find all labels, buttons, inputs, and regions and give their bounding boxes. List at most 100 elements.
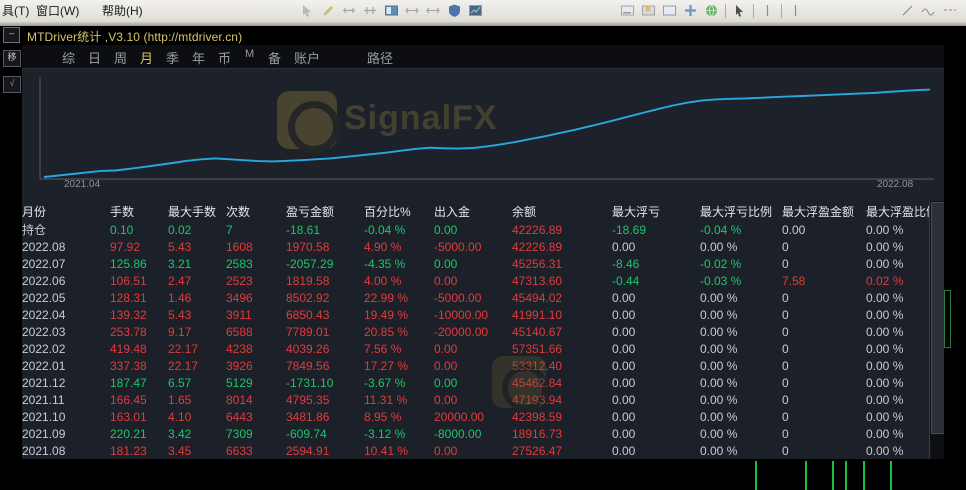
cell-maxfp: 0	[782, 359, 789, 373]
taskbar-tick	[832, 461, 834, 490]
cell-maxlot: 2.47	[168, 274, 192, 288]
pencil-icon[interactable]	[321, 3, 336, 18]
table-row[interactable]: 2022.01 337.38 22.17 3926 7849.56 17.27 % 0.00…	[22, 358, 944, 375]
menu-window[interactable]: 窗口(W)	[36, 4, 80, 18]
cell-pct: 11.31 %	[364, 393, 408, 407]
col-header-month[interactable]: 月份	[22, 201, 110, 222]
cursor-arrow-icon[interactable]	[300, 3, 315, 18]
bookmark-icon[interactable]	[641, 3, 656, 18]
cell-month: 2022.03	[22, 325, 66, 339]
equity-chart[interactable]: SignalFX 2021.04 2022.08	[22, 68, 944, 202]
col-header-maxddp[interactable]: 最大浮亏比例	[700, 201, 782, 222]
minimize-icon[interactable]	[620, 3, 635, 18]
table-row[interactable]: 持仓 0.10 0.02 7 -18.61 -0.04 % 0.00 42226.89 -18.…	[22, 222, 944, 239]
col-header-maxfp[interactable]: 最大浮盈金额	[782, 201, 866, 222]
cell-pct: 17.27 %	[364, 359, 409, 373]
bottom-taskbar	[0, 459, 966, 490]
col-header-balance[interactable]: 余额	[512, 201, 612, 222]
cell-maxddp: 0.00 %	[700, 393, 738, 407]
watermark-logo-icon	[277, 91, 340, 153]
crosshair-icon[interactable]	[342, 3, 357, 18]
menu-help[interactable]: 帮助(H)	[102, 4, 143, 18]
shield-icon[interactable]	[447, 3, 462, 18]
table-row[interactable]: 2022.07 125.86 3.21 2583 -2057.29 -4.35 % 0.00…	[22, 256, 944, 273]
table-row[interactable]: 2022.03 253.78 9.17 6588 7789.01 20.85 % -2000…	[22, 324, 944, 341]
wave-icon[interactable]	[921, 3, 936, 18]
table-scrollbar[interactable]	[929, 201, 945, 459]
table-row[interactable]: 2022.04 139.32 5.43 3911 6850.43 19.49 % -1000…	[22, 307, 944, 324]
tab-account[interactable]: 账户	[294, 51, 321, 66]
cell-maxfp: 7.58	[782, 274, 806, 288]
menu-tools[interactable]: 具(T)	[2, 4, 30, 18]
cell-lots: 163.01	[110, 410, 147, 424]
cell-maxddp: 0.00 %	[700, 325, 738, 339]
cell-count: 7	[226, 223, 233, 237]
tab-quarter[interactable]: 季	[166, 51, 180, 66]
slash-icon[interactable]	[900, 3, 915, 18]
chart-xlabel-end: 2022.08	[877, 179, 914, 190]
col-header-maxlot[interactable]: 最大手数	[168, 201, 226, 222]
cell-maxfpp: 0.00 %	[866, 291, 904, 305]
tab-zong[interactable]: 综	[62, 51, 76, 66]
harrow-icon[interactable]	[405, 3, 420, 18]
hline-icon[interactable]	[363, 3, 378, 18]
side-button-check[interactable]: √	[3, 76, 21, 93]
scrollbar-thumb[interactable]	[931, 202, 945, 434]
tab-path[interactable]: 路径	[367, 51, 394, 66]
window-icon[interactable]	[662, 3, 677, 18]
tab-currency[interactable]: 币	[218, 51, 232, 66]
tab-comment[interactable]: 备	[268, 51, 282, 66]
cell-maxfp: 0	[782, 410, 789, 424]
table-row[interactable]: 2021.08 181.23 3.45 6633 2594.91 10.41 % 0.00 2…	[22, 443, 944, 459]
taskbar-tick	[805, 461, 807, 490]
right-green-indicator	[944, 290, 951, 348]
tab-magic[interactable]: M	[245, 48, 255, 60]
cell-maxdd: 0.00	[612, 393, 636, 407]
tab-year[interactable]: 年	[192, 51, 206, 66]
vline2-icon[interactable]	[788, 3, 803, 18]
cell-month: 2022.04	[22, 308, 66, 322]
pointer-icon[interactable]	[732, 3, 747, 18]
dashes-icon[interactable]	[942, 3, 957, 18]
window-split-icon[interactable]	[384, 3, 399, 18]
col-header-inout[interactable]: 出入金	[434, 201, 512, 222]
col-header-pct[interactable]: 百分比%	[364, 201, 434, 222]
os-menu-bar: 具(T) 窗口(W) 帮助(H)	[0, 0, 966, 23]
tab-month[interactable]: 月	[140, 51, 154, 66]
vline-icon[interactable]	[760, 3, 775, 18]
table-row[interactable]: 2022.06 106.51 2.47 2523 1819.58 4.00 % 0.00 47…	[22, 273, 944, 290]
statistics-table-container[interactable]: 月份 手数 最大手数 次数 盈亏金额 百分比% 出入金 余额 最大浮亏 最大浮亏…	[22, 201, 944, 459]
toolbar-group-2	[620, 0, 803, 21]
cell-maxlot: 5.43	[168, 308, 192, 322]
table-row[interactable]: 2022.02 419.48 22.17 4238 4039.26 7.56 % 0.00 5…	[22, 341, 944, 358]
cell-inout: 0.00	[434, 223, 458, 237]
col-header-count[interactable]: 次数	[226, 201, 286, 222]
minimize-button[interactable]: –	[3, 27, 20, 43]
table-row[interactable]: 2022.08 97.92 5.43 1608 1970.58 4.90 % -5000.0…	[22, 239, 944, 256]
col-header-maxfpp[interactable]: 最大浮盈比例	[866, 201, 944, 222]
table-row[interactable]: 2022.05 128.31 1.46 3496 8502.92 22.99 % -5000…	[22, 290, 944, 307]
cell-maxlot: 22.17	[168, 342, 199, 356]
cell-pnl: 6850.43	[286, 308, 330, 322]
plus-icon[interactable]	[683, 3, 698, 18]
table-row[interactable]: 2021.09 220.21 3.42 7309 -609.74 -3.12 % -8000…	[22, 426, 944, 443]
side-button-move[interactable]: 移	[3, 50, 21, 67]
col-header-lots[interactable]: 手数	[110, 201, 168, 222]
tab-week[interactable]: 周	[114, 51, 128, 66]
cell-maxlot: 9.17	[168, 325, 192, 339]
tab-day[interactable]: 日	[88, 51, 102, 66]
chart-icon[interactable]	[468, 3, 483, 18]
col-header-maxdd[interactable]: 最大浮亏	[612, 201, 700, 222]
harrow2-icon[interactable]	[426, 3, 441, 18]
table-row[interactable]: 2021.11 166.45 1.65 8014 4795.35 11.31 % 0.00 4…	[22, 392, 944, 409]
col-header-pnl[interactable]: 盈亏金额	[286, 201, 364, 222]
cell-lots: 0.10	[110, 223, 134, 237]
cell-maxdd: -0.44	[612, 274, 640, 288]
cell-month: 2022.01	[22, 359, 66, 373]
cell-inout: -10000.00	[434, 308, 489, 322]
table-row[interactable]: 2021.12 187.47 6.57 5129 -1731.10 -3.67 % 0.00…	[22, 375, 944, 392]
cell-lots: 220.21	[110, 427, 147, 441]
table-row[interactable]: 2021.10 163.01 4.10 6443 3481.86 8.95 % 20000.…	[22, 409, 944, 426]
globe-icon[interactable]	[704, 3, 719, 18]
window-title-bar: – MTDriver统计 ,V3.10 (http://mtdriver.cn)	[3, 26, 944, 45]
